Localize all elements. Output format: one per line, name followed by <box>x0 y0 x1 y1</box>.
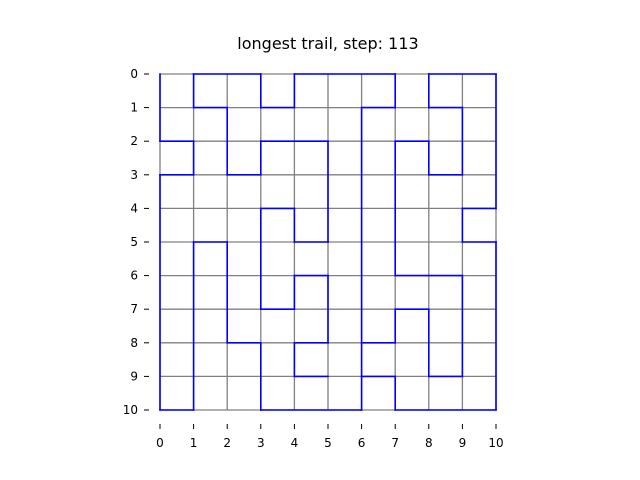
y-tick-label: 1 <box>130 101 138 115</box>
chart-title: longest trail, step: 113 <box>237 34 418 53</box>
x-tick-label: 4 <box>291 436 299 450</box>
x-tick-label: 9 <box>459 436 467 450</box>
y-tick-label: 6 <box>130 269 138 283</box>
y-tick-label: 3 <box>130 168 138 182</box>
x-tick-label: 6 <box>358 436 366 450</box>
x-tick-label: 0 <box>156 436 164 450</box>
x-tick-label: 5 <box>324 436 332 450</box>
x-axis: 0 1 2 3 4 5 6 7 8 9 10 <box>156 424 504 450</box>
x-tick-label: 1 <box>190 436 198 450</box>
y-tick-label: 7 <box>130 302 138 316</box>
y-tick-label: 9 <box>130 369 138 383</box>
y-axis: 0 1 2 3 4 5 6 7 8 9 10 <box>123 67 149 417</box>
x-tick-label: 8 <box>425 436 433 450</box>
y-tick-label: 2 <box>130 134 138 148</box>
x-tick-label: 7 <box>391 436 399 450</box>
y-tick-label: 4 <box>130 201 138 215</box>
x-tick-label: 2 <box>223 436 231 450</box>
y-tick-label: 10 <box>123 403 138 417</box>
y-tick-label: 5 <box>130 235 138 249</box>
y-tick-label: 8 <box>130 336 138 350</box>
x-tick-label: 10 <box>488 436 503 450</box>
trail <box>159 73 497 411</box>
y-tick-label: 0 <box>130 67 138 81</box>
x-tick-label: 3 <box>257 436 265 450</box>
